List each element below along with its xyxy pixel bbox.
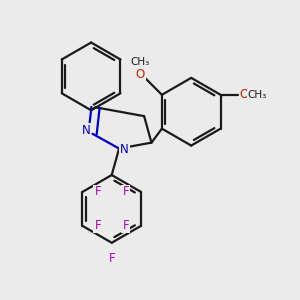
Text: CH₃: CH₃ xyxy=(248,90,267,100)
Text: N: N xyxy=(82,124,91,137)
Text: F: F xyxy=(122,185,129,199)
Text: F: F xyxy=(94,185,101,199)
Text: N: N xyxy=(120,143,129,157)
Text: F: F xyxy=(94,219,101,232)
Text: F: F xyxy=(108,252,115,265)
Text: CH₃: CH₃ xyxy=(131,57,150,68)
Text: O: O xyxy=(136,68,145,81)
Text: O: O xyxy=(239,88,249,101)
Text: F: F xyxy=(122,219,129,232)
